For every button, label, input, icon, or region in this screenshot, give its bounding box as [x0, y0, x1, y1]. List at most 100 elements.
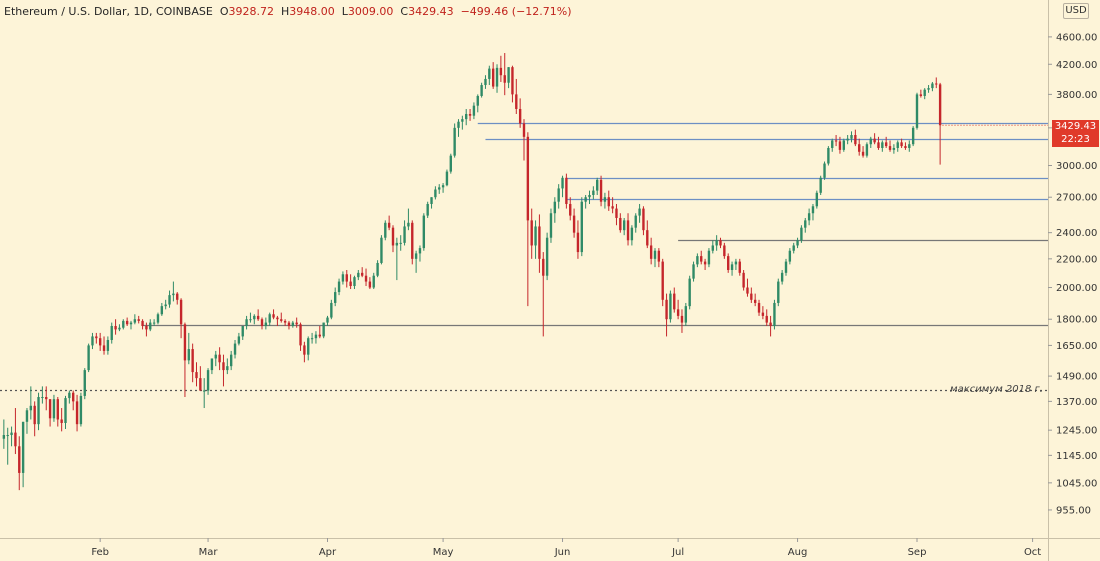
candle-body — [129, 322, 133, 325]
candle-body — [118, 327, 121, 330]
candle-body — [233, 343, 237, 355]
candle — [364, 268, 368, 287]
candle-body — [276, 317, 279, 320]
candle-body — [75, 401, 79, 425]
candle — [326, 315, 329, 326]
candle — [276, 315, 279, 326]
candle — [387, 215, 391, 231]
candle-body — [796, 240, 799, 246]
candle — [915, 92, 919, 130]
candle-body — [911, 127, 915, 145]
candle-body — [330, 302, 333, 318]
candle-body — [819, 177, 822, 193]
candle-body — [904, 146, 907, 148]
candle-body — [64, 398, 67, 423]
candle-body — [203, 390, 206, 392]
candle — [757, 299, 761, 316]
candle-body — [619, 217, 622, 231]
candle — [33, 401, 36, 437]
candle — [283, 319, 287, 326]
candle-body — [657, 250, 661, 262]
low-value: 3009.00 — [347, 5, 394, 18]
candle — [395, 237, 399, 281]
last-price-tag: 3429.43 22:23 — [1052, 120, 1099, 147]
candle-body — [387, 222, 391, 228]
candle — [179, 298, 183, 339]
candle-body — [661, 261, 664, 300]
candle-body — [79, 395, 83, 425]
candle-body — [422, 215, 426, 249]
candle-body — [919, 94, 923, 96]
candle-body — [730, 264, 734, 270]
candle-body — [727, 256, 730, 270]
candle — [700, 250, 703, 265]
candle-body — [106, 339, 110, 351]
candle — [291, 320, 295, 328]
candle — [137, 315, 140, 324]
candle-body — [615, 208, 618, 218]
candle — [738, 258, 741, 276]
candle — [438, 184, 441, 194]
candle-body — [206, 370, 210, 391]
candle — [310, 332, 314, 344]
candle — [727, 253, 730, 273]
candle-body — [122, 320, 125, 328]
candle-body — [60, 419, 63, 423]
x-tick-label: Oct — [1024, 547, 1041, 558]
candle — [603, 192, 607, 209]
candle — [518, 98, 522, 128]
currency-badge[interactable]: USD — [1063, 3, 1089, 19]
candle-body — [303, 345, 306, 355]
candle-body — [29, 405, 33, 411]
low-label: L — [341, 5, 348, 18]
candle — [688, 275, 691, 310]
candle-body — [14, 432, 17, 447]
y-tick-label: 3800.00 — [1056, 90, 1097, 101]
candle — [538, 214, 541, 273]
candle — [823, 161, 826, 180]
candle-body — [742, 272, 745, 288]
candle-body — [491, 68, 495, 87]
candle — [287, 320, 291, 330]
x-tick-label: Apr — [319, 547, 337, 558]
candle-body — [503, 75, 506, 83]
candle-body — [438, 187, 441, 190]
candle-body — [873, 138, 876, 143]
candle — [854, 129, 857, 147]
candle-body — [480, 85, 483, 96]
candle-body — [133, 319, 137, 323]
candle-body — [172, 293, 175, 296]
candle — [87, 343, 90, 373]
candle — [414, 250, 418, 273]
candle — [715, 235, 718, 251]
candle — [827, 146, 830, 166]
candle — [557, 184, 560, 209]
candle — [796, 237, 799, 249]
level-annotation: максимум 2018 г. — [950, 384, 1043, 395]
candle-body — [935, 83, 938, 85]
candle-body — [125, 320, 129, 325]
candle — [499, 55, 503, 82]
candle — [665, 293, 668, 337]
candle — [353, 275, 356, 290]
candle-body — [877, 142, 880, 148]
candle — [834, 135, 838, 147]
candle — [79, 392, 83, 427]
candle-body — [545, 237, 549, 276]
candle — [530, 208, 533, 259]
candle-body — [349, 281, 352, 287]
candle — [938, 82, 942, 165]
x-tick-label: Feb — [91, 547, 109, 558]
candle-body — [861, 151, 865, 156]
candle-body — [299, 324, 302, 346]
candle — [295, 317, 298, 328]
candle — [152, 319, 156, 326]
candle — [572, 208, 576, 238]
candle-body — [241, 325, 244, 337]
candle — [588, 190, 591, 204]
candle — [256, 309, 260, 321]
candle — [784, 258, 788, 276]
candle — [29, 386, 33, 420]
candle — [861, 146, 865, 158]
